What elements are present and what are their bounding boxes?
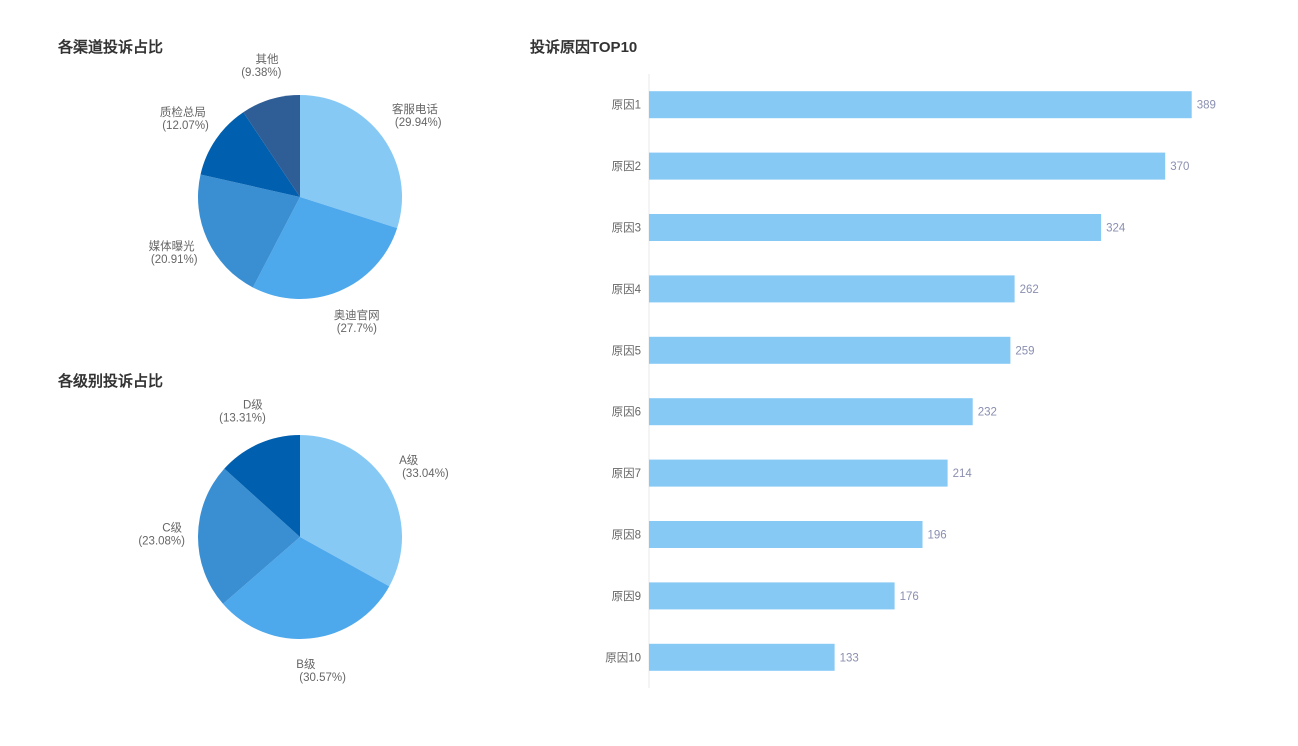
pie-slice-3[interactable] (198, 468, 300, 604)
pie-slice-name: B级 (296, 658, 316, 671)
bar-6[interactable] (649, 398, 973, 426)
channel-pie: 客服电话(29.94%)奥迪官网(27.7%)媒体曝光(20.91%)质检总局(… (149, 53, 442, 335)
bar-category-label: 原因1 (612, 99, 641, 112)
pie-slice-name: 其他 (256, 53, 279, 66)
pie-slice-2[interactable] (223, 537, 390, 639)
bar-category-label: 原因3 (612, 222, 641, 235)
bar-5[interactable] (649, 336, 1011, 364)
pie-slice-3[interactable] (198, 174, 300, 288)
channel-pie-title: 各渠道投诉占比 (58, 39, 164, 56)
pie-slice-percent: (23.08%) (138, 536, 185, 548)
pie-slice-name: 奥迪官网 (334, 308, 380, 322)
bar-category-label: 原因7 (612, 467, 641, 480)
bar-value-label: 389 (1197, 100, 1216, 112)
pie-slice-2[interactable] (252, 197, 398, 299)
pie-slice-name: 客服电话 (392, 102, 438, 116)
bar-category-label: 原因2 (612, 160, 641, 173)
bar-category-label: 原因5 (612, 344, 641, 357)
bar-4[interactable] (649, 275, 1015, 303)
pie-slice-4[interactable] (224, 435, 300, 537)
pie-slice-5[interactable] (243, 95, 300, 197)
pie-slice-percent: (9.38%) (241, 67, 281, 79)
bar-category-label: 原因10 (605, 651, 641, 664)
pie-slice-name: D级 (243, 399, 263, 412)
pie-slice-name: 质检总局 (160, 105, 206, 119)
bar-value-label: 324 (1106, 223, 1126, 235)
bar-value-label: 214 (953, 468, 973, 480)
pie-slice-name: 媒体曝光 (149, 239, 195, 253)
bar-value-label: 176 (900, 591, 919, 603)
bar-2[interactable] (649, 152, 1166, 180)
pie-slice-percent: (13.31%) (219, 413, 266, 425)
reasons-bar-title: 投诉原因TOP10 (530, 39, 638, 56)
level-pie: A级(33.04%) B级(30.57%) C级(23.08%) D级(13.31%) (138, 399, 449, 685)
pie-slice-name: C级 (162, 522, 182, 535)
bar-7[interactable] (649, 459, 948, 487)
pie-slice-1[interactable] (300, 435, 402, 587)
bar-value-label: 262 (1020, 284, 1039, 296)
pie-slice-percent: (20.91%) (151, 254, 198, 266)
pie-slice-4[interactable] (200, 112, 300, 197)
bar-category-label: 原因4 (612, 283, 642, 296)
bar-value-label: 133 (840, 652, 859, 664)
bar-8[interactable] (649, 521, 923, 548)
pie-slice-percent: (33.04%) (402, 468, 449, 480)
bar-category-label: 原因9 (612, 590, 641, 603)
pie-slice-percent: (29.94%) (395, 117, 442, 129)
bar-value-label: 232 (978, 407, 997, 419)
bar-10[interactable] (649, 643, 835, 671)
bar-1[interactable] (649, 91, 1192, 119)
reasons-bar-chart: 原因1 389 原因2 370 原因3 324 原因4 262 原因5 259 原因6 232 原因7 2… (605, 74, 1216, 688)
pie-slice-1[interactable] (300, 95, 403, 229)
pie-slice-percent: (12.07%) (162, 120, 209, 132)
bar-3[interactable] (649, 214, 1102, 241)
bar-value-label: 370 (1170, 161, 1189, 173)
pie-slice-percent: (27.7%) (337, 323, 377, 335)
level-pie-title: 各级别投诉占比 (58, 373, 164, 390)
bar-value-label: 259 (1015, 345, 1034, 357)
bar-category-label: 原因6 (612, 406, 641, 419)
bar-category-label: 原因8 (612, 529, 641, 542)
pie-slice-name: A级 (399, 454, 419, 467)
bar-value-label: 196 (928, 530, 947, 542)
bar-9[interactable] (649, 582, 895, 610)
pie-slice-percent: (30.57%) (299, 672, 346, 684)
